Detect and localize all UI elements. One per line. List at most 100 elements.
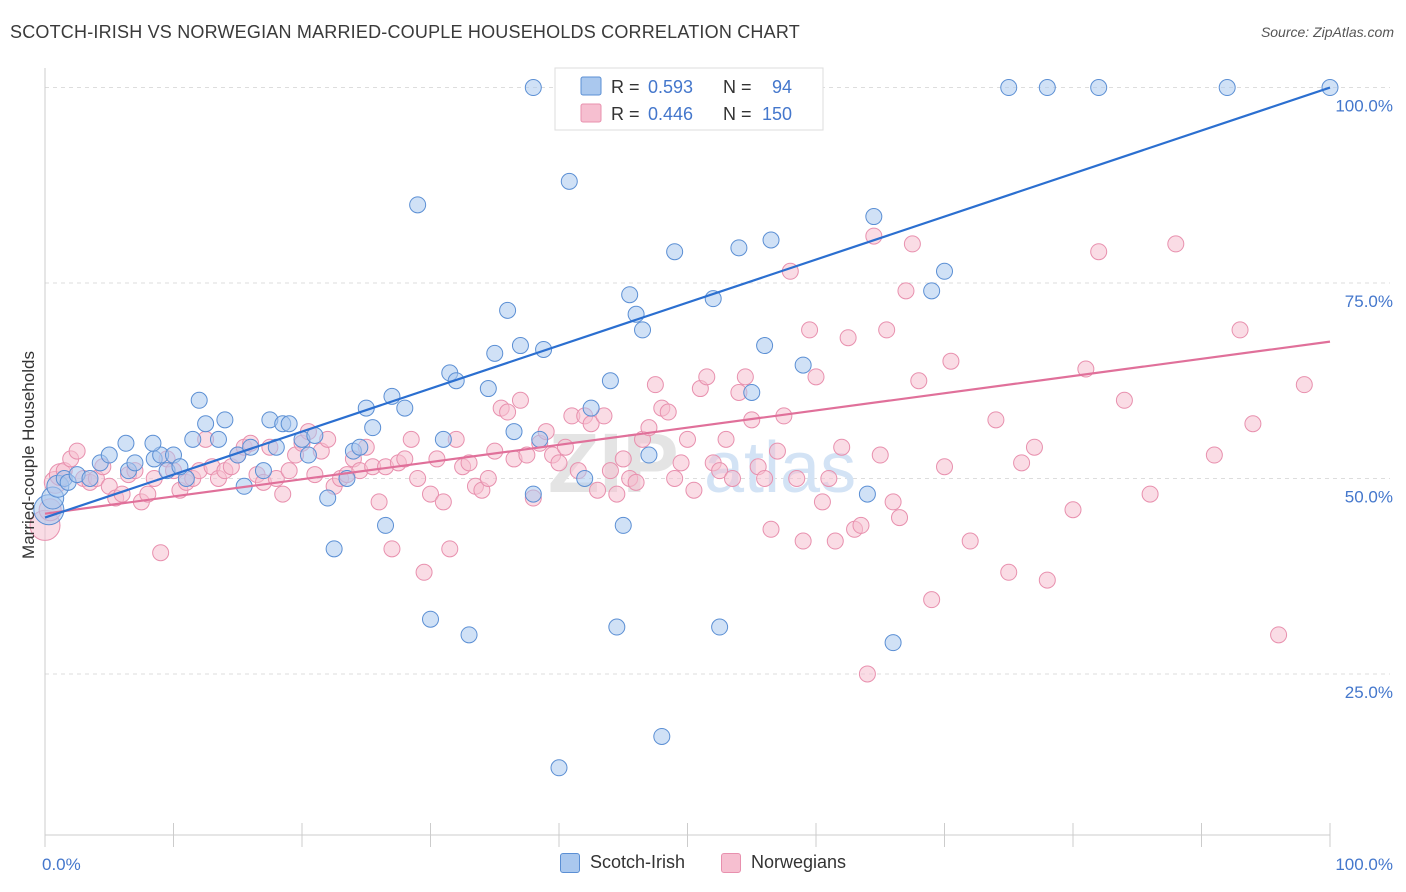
norwegians-point (807, 368, 825, 386)
scotch-irish-point (216, 411, 234, 429)
norwegians-point (646, 376, 664, 394)
scotch-irish-point (794, 356, 812, 374)
scotch-irish-point (1218, 79, 1236, 97)
norwegians-point (1064, 501, 1082, 519)
norwegians-point (891, 509, 909, 527)
norwegians-point (422, 485, 439, 503)
norwegians-point (589, 481, 607, 499)
norwegians-point (441, 540, 459, 558)
norwegians-point (1295, 376, 1313, 394)
norwegians-point (820, 469, 838, 487)
scotch-irish-point (1000, 79, 1018, 97)
norwegians-point (871, 446, 889, 464)
scotch-irish-point (858, 485, 876, 503)
legend-blue-r-label: R = (611, 77, 640, 97)
scotch-irish-point (762, 231, 780, 249)
norwegians-point (1167, 235, 1185, 253)
norwegians-point (1013, 454, 1031, 472)
scotch-irish-point (640, 446, 658, 464)
norwegians-point (550, 454, 568, 472)
scotch-irish-point (325, 540, 343, 558)
trend-lines (44, 86, 1331, 519)
norwegians-point (717, 430, 735, 448)
scotch-irish-point (319, 489, 337, 507)
scotch-irish-point (479, 380, 497, 398)
legend-pink-n-label: N = (723, 104, 752, 124)
legend-blue-swatch (580, 76, 602, 96)
norwegians-point (923, 591, 941, 609)
scotch-irish-point (756, 337, 774, 355)
norwegians-point (595, 407, 613, 425)
legend-blue-n-label: N = (723, 77, 752, 97)
scotch-irish-point (884, 634, 902, 652)
norwegians-point (428, 450, 446, 468)
scotch-irish-point (460, 626, 478, 644)
legend-item-scotch-irish: Scotch-Irish (559, 852, 685, 873)
scotch-irish-point (377, 516, 395, 534)
scotch-irish-point (608, 618, 626, 636)
norwegians-point (280, 462, 298, 480)
scotch-irish-point (184, 430, 202, 448)
legend-pink-n-value: 150 (762, 104, 792, 124)
x-tick-label-0: 0.0% (42, 855, 81, 874)
norwegians-point (68, 442, 86, 460)
scotch-irish-trend-line (44, 86, 1331, 519)
y-tick-label-1: 50.0% (1345, 487, 1393, 506)
norwegians-point (1244, 415, 1262, 433)
x-tick-label-1: 100.0% (1335, 855, 1393, 874)
norwegians-point (152, 544, 170, 562)
scotch-irish-point (1090, 79, 1108, 97)
norwegians-point (833, 438, 851, 456)
norwegians-point (756, 469, 774, 487)
scotch-irish-point (351, 438, 369, 456)
norwegians-point (1205, 446, 1223, 464)
scotch-irish-point (280, 415, 298, 433)
norwegians-point (858, 665, 876, 683)
norwegians-point (274, 485, 292, 503)
scotch-irish-point (117, 434, 135, 452)
scotch-irish-point (666, 243, 684, 261)
scotch-irish-point (634, 321, 652, 339)
scotch-irish-point (730, 239, 748, 257)
norwegians-point (736, 368, 754, 386)
scotch-irish-point (364, 419, 382, 437)
norwegians-point (1270, 626, 1288, 644)
norwegians-point (685, 481, 703, 499)
norwegians-point (1141, 485, 1159, 503)
y-axis-title: Married-couple Households (19, 351, 38, 559)
norwegians-point (852, 516, 870, 534)
norwegians-point (666, 469, 684, 487)
norwegians-point (1231, 321, 1249, 339)
norwegians-point (698, 368, 716, 386)
legend-pink-swatch (580, 103, 602, 123)
norwegians-point (306, 466, 324, 484)
scotch-irish-point (614, 516, 632, 534)
scotch-irish-point (505, 423, 523, 441)
scotch-irish-point (582, 399, 600, 417)
norwegians-trend-line (44, 340, 1331, 515)
scotch-irish-point (653, 727, 671, 745)
scotch-irish-point (865, 208, 883, 226)
scotch-irish-points (33, 79, 1339, 777)
scotch-irish-point (209, 430, 227, 448)
legend-blue-n-value: 94 (772, 77, 792, 97)
norwegians-point (768, 442, 786, 460)
norwegians-point (801, 321, 819, 339)
norwegians-point (910, 372, 928, 390)
norwegians-point (1115, 391, 1133, 409)
norwegians-point (839, 329, 857, 347)
norwegians-point (903, 235, 921, 253)
norwegians-point (659, 403, 677, 421)
scotch-irish-point (524, 79, 542, 97)
scotch-irish-point (422, 610, 439, 628)
norwegians-point (942, 352, 960, 370)
x-axis-tick-labels: 0.0% 100.0% (42, 855, 1393, 874)
gridlines (45, 87, 1390, 675)
legend-item-norwegians: Norwegians (720, 852, 846, 873)
norwegians-point (601, 462, 619, 480)
norwegians-point (936, 458, 953, 476)
scotch-irish-point (486, 344, 504, 362)
scotch-irish-point (743, 383, 761, 401)
norwegians-point (897, 282, 915, 300)
